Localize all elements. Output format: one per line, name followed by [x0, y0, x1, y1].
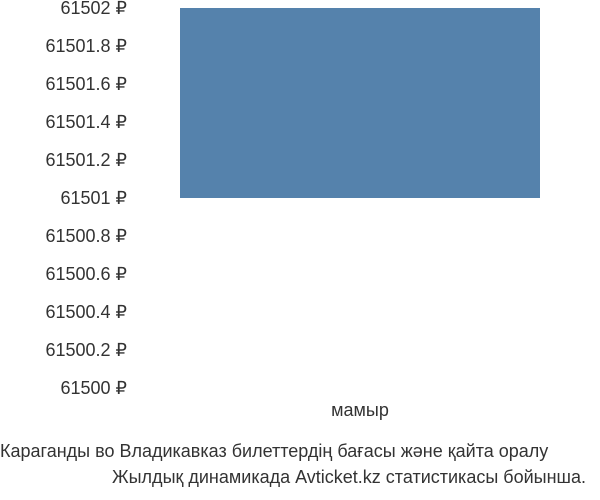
y-tick-label: 61500.2 ₽	[45, 341, 127, 359]
bar	[180, 8, 541, 198]
y-tick-label: 61500.6 ₽	[45, 265, 127, 283]
y-axis: 61502 ₽61501.8 ₽61501.6 ₽61501.4 ₽61501.…	[0, 8, 135, 388]
y-tick-label: 61501.2 ₽	[45, 151, 127, 169]
y-tick-label: 61502 ₽	[60, 0, 127, 17]
plot-area: мамыр	[140, 8, 580, 388]
caption-line2: Жылдық динамикада Avticket.kz статистика…	[0, 464, 594, 490]
caption-line1: Караганды во Владикавказ билеттердің бағ…	[0, 438, 594, 464]
x-tick-label: мамыр	[331, 400, 389, 421]
chart-container: 61502 ₽ 61501.8 ₽ 61501.6 ₽ 61501.4 ₽ 61501.…	[0, 0, 600, 500]
y-tick-label: 61501.4 ₽	[45, 113, 127, 131]
y-tick-label: 61500.8 ₽	[45, 227, 127, 245]
chart-caption: Караганды во Владикавказ билеттердің бағ…	[0, 438, 600, 490]
y-tick-label: 61501 ₽	[60, 189, 127, 207]
y-tick-label: 61501.8 ₽	[45, 37, 127, 55]
y-tick-label: 61501.6 ₽	[45, 75, 127, 93]
y-tick-label: 61500.4 ₽	[45, 303, 127, 321]
y-tick-label: 61500 ₽	[60, 379, 127, 397]
